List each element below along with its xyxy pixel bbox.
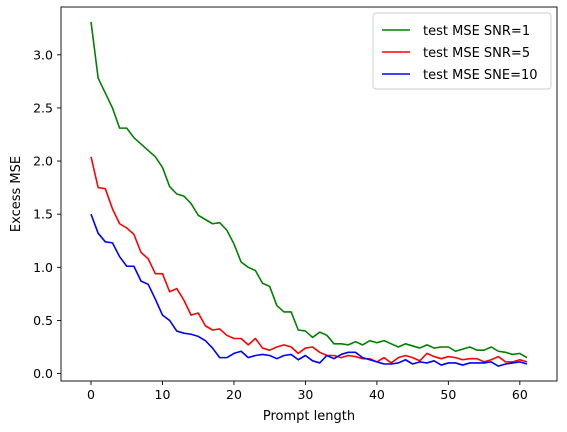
x-tick-label: 10 bbox=[155, 387, 171, 402]
legend: test MSE SNR=1 test MSE SNR=5 test MSE S… bbox=[372, 12, 552, 90]
y-tick-label: 2.5 bbox=[33, 100, 53, 115]
x-tick-label: 0 bbox=[87, 387, 95, 402]
series-layer bbox=[90, 21, 528, 367]
legend-label-snr5: test MSE SNR=5 bbox=[423, 46, 530, 61]
y-tick-label: 1.5 bbox=[33, 207, 53, 222]
y-tick-label: 0.0 bbox=[33, 366, 53, 381]
y-tick-label: 3.0 bbox=[33, 47, 53, 62]
legend-label-sne10: test MSE SNE=10 bbox=[423, 68, 538, 83]
legend-label-snr1: test MSE SNR=1 bbox=[423, 24, 530, 39]
x-tick-label: 60 bbox=[512, 387, 528, 402]
y-axis-label: Excess MSE bbox=[9, 156, 24, 232]
series-line-snr1 bbox=[90, 21, 528, 359]
x-axis-label: Prompt length bbox=[263, 409, 355, 424]
y-tick-label: 0.5 bbox=[33, 313, 53, 328]
x-tick-label: 30 bbox=[297, 387, 313, 402]
series-line-sne10 bbox=[90, 213, 528, 367]
y-tick-label: 2.0 bbox=[33, 154, 53, 169]
series-line-snr5 bbox=[90, 156, 528, 364]
x-tick-label: 50 bbox=[440, 387, 456, 402]
x-tick-label: 20 bbox=[226, 387, 242, 402]
x-tick-label: 40 bbox=[369, 387, 385, 402]
ticks-layer: 0 10 20 30 40 50 60 0.0 0.5 1.0 1.5 2.0 2.5 3.0 bbox=[33, 47, 528, 402]
legend-box bbox=[372, 12, 552, 90]
plot-frame bbox=[60, 6, 558, 382]
y-tick-label: 1.0 bbox=[33, 260, 53, 275]
